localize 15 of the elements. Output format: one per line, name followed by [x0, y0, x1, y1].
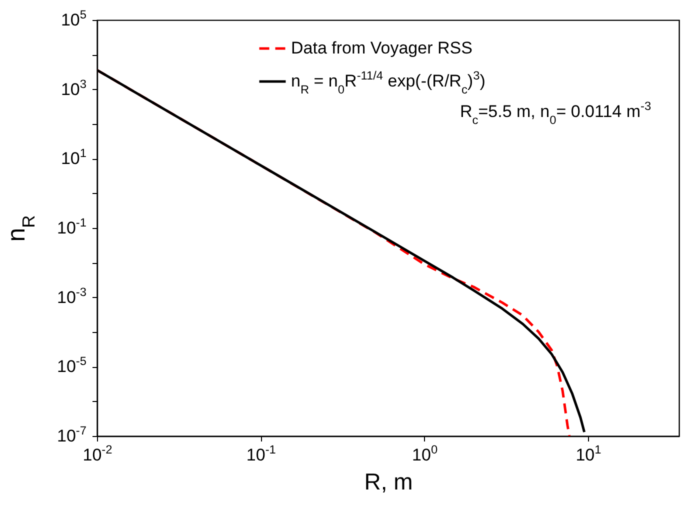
annotation: R$_{c}$=5.5 m, n$_{0}$= 0.0114 m$^{-3}$ [460, 99, 652, 127]
y-tick-label: 10$^{-5}$ [57, 354, 87, 376]
y-tick-label: 10$^{-3}$ [57, 284, 87, 307]
x-axis-title: R, m [364, 468, 413, 494]
x-tick-label: 10$^{1}$ [576, 442, 602, 464]
legend-label: Data from Voyager RSS [291, 38, 472, 58]
x-tick-label: 10$^{-2}$ [82, 442, 113, 464]
text: n$_{R}$ = n$_{0}$R$^{-11/4}$ exp(-(R/R$_{c}$)$^{3}$) [291, 68, 486, 96]
y-tick-label: 10$^{3}$ [60, 76, 87, 99]
y-tick-label: 10$^{1}$ [60, 146, 87, 168]
x-tick-label: 10$^{0}$ [412, 442, 438, 464]
y-tick-label: 10$^{5}$ [60, 8, 87, 30]
y-tick-label: 10$^{-7}$ [57, 424, 87, 446]
y-tick-label: 10$^{-1}$ [57, 216, 87, 238]
x-tick-label: 10$^{-1}$ [246, 442, 276, 464]
